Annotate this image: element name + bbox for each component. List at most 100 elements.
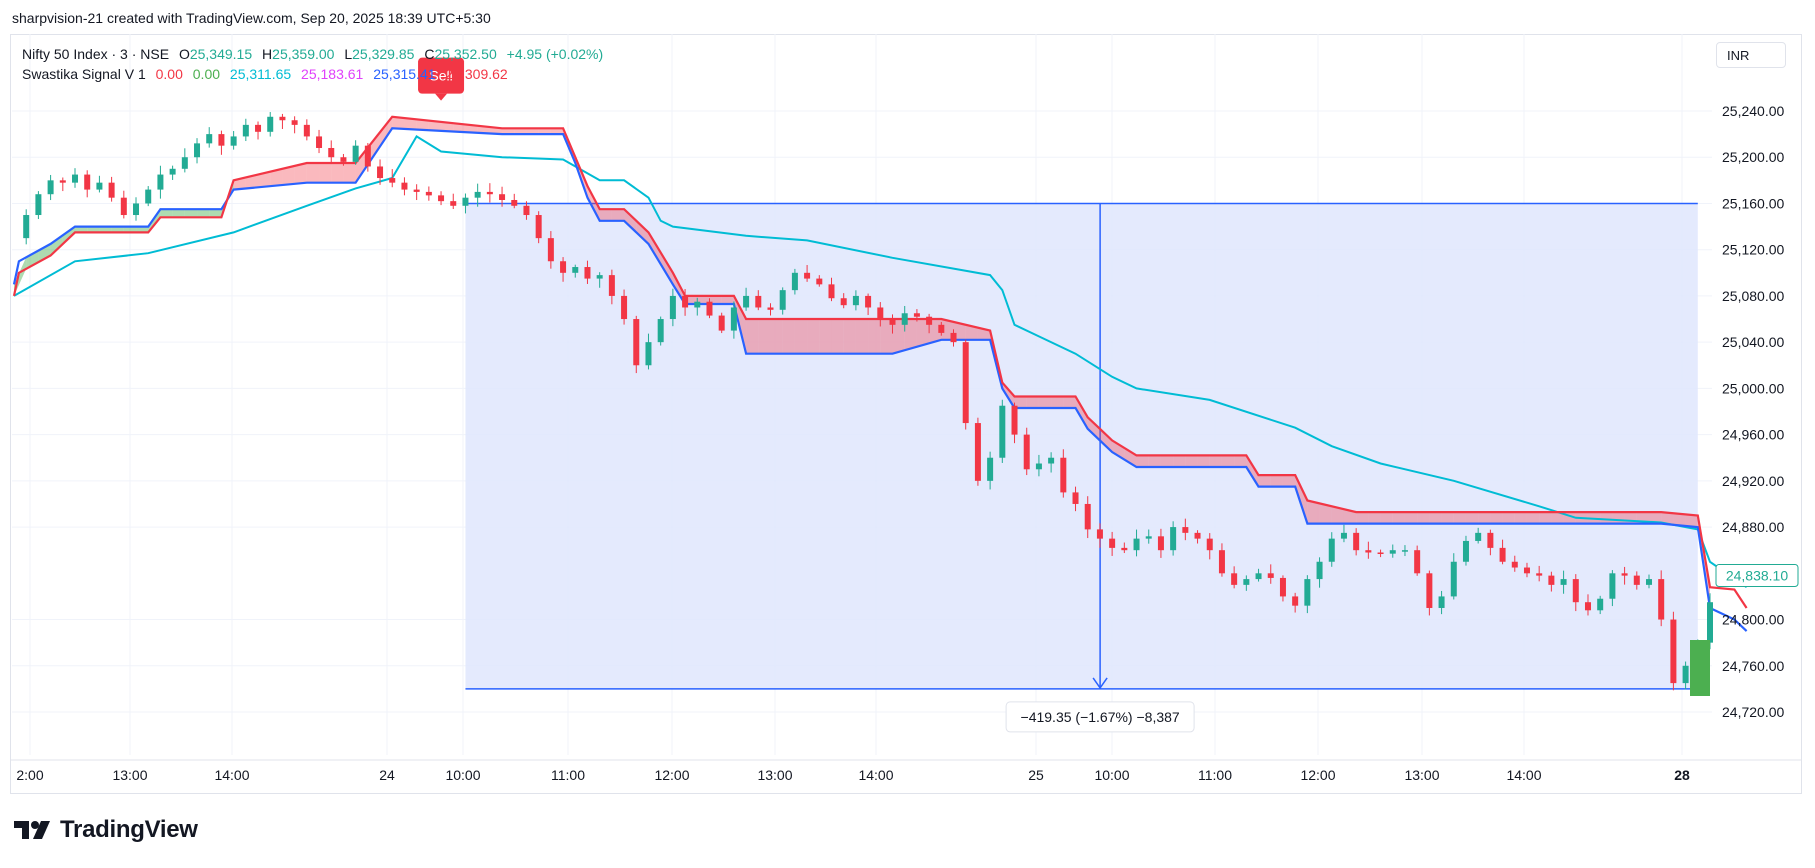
indicator-band-segment — [1551, 512, 1564, 524]
measurement-label-box: −419.35 (−1.67%) −8,387 — [1005, 701, 1195, 733]
measurement-zone — [465, 203, 1698, 689]
candle-body — [669, 295, 676, 320]
indicator-band-segment — [1612, 512, 1625, 524]
indicator-band-segment — [26, 250, 39, 269]
indicator-band-segment — [1417, 512, 1430, 524]
y-axis-tick-label: 24,800.00 — [1722, 612, 1784, 628]
candle-body — [1499, 547, 1506, 562]
buy-signal-marker — [1690, 640, 1710, 696]
candle-body — [413, 189, 420, 192]
indicator-band-segment — [136, 226, 149, 233]
candle-body — [1707, 602, 1713, 643]
chart-credit: sharpvision-21 created with TradingView.… — [12, 10, 491, 26]
indicator-value: 25,183.61 — [301, 66, 364, 82]
indicator-band-segment — [1270, 475, 1283, 487]
indicator-band-segment — [526, 128, 539, 135]
y-axis-tick-label: 25,000.00 — [1722, 380, 1784, 396]
indicator-line-red — [12, 115, 1748, 609]
indicator-band-segment — [880, 319, 893, 354]
candle-body — [608, 275, 615, 296]
indicator-band-segment — [1514, 512, 1527, 524]
indicator-band-segment — [1453, 512, 1466, 524]
candle-body — [1316, 561, 1323, 580]
indicator-band-segment — [1124, 447, 1137, 467]
indicator-band-segment — [1234, 455, 1247, 467]
candle-body — [328, 147, 335, 158]
candle-body — [169, 168, 176, 175]
indicator-band-segment — [1392, 512, 1405, 524]
candle-body — [1206, 538, 1213, 551]
candle-body — [926, 316, 933, 325]
y-axis-tick-label: 25,160.00 — [1722, 195, 1784, 211]
candle-body — [1377, 552, 1384, 555]
indicator-band-segment — [306, 163, 320, 183]
candle-body — [718, 315, 725, 331]
indicator-band-segment — [965, 324, 978, 340]
y-axis-tick-label: 24,760.00 — [1722, 658, 1784, 674]
indicator-band-segment — [904, 319, 917, 351]
symbol-legend[interactable]: Nifty 50 Index · 3 · NSE O25,349.15 H25,… — [22, 46, 609, 62]
candle-body — [901, 313, 908, 325]
currency-button[interactable]: INR — [1716, 42, 1786, 68]
candle-body — [1035, 463, 1042, 470]
candle-body — [1401, 550, 1408, 552]
candle-body — [572, 267, 579, 273]
indicator-band-segment — [1051, 396, 1064, 409]
indicator-band-segment — [941, 319, 954, 340]
indicator-band-segment — [1246, 455, 1259, 487]
indicator-band-segment — [1441, 512, 1454, 524]
x-axis-tick-label: 13:00 — [757, 767, 792, 783]
indicator-name[interactable]: Swastika Signal V 1 — [22, 66, 146, 82]
candle-body — [730, 307, 737, 331]
sell-signal-bg — [418, 57, 465, 94]
indicator-band-segment — [245, 174, 259, 189]
indicator-band-segment — [294, 163, 307, 184]
candle-body — [1340, 532, 1347, 539]
candle-body — [181, 157, 188, 169]
indicator-legend[interactable]: Swastika Signal V 1 0.00 0.00 25,311.65 … — [22, 66, 514, 82]
candle-body — [816, 278, 823, 285]
indicator-line-blue — [12, 127, 1748, 632]
indicator-band-segment — [343, 163, 356, 183]
candle-body — [877, 307, 884, 320]
indicator-band-segment — [1038, 396, 1052, 409]
ohlc-high: H25,359.00 — [262, 46, 335, 62]
indicator-band — [14, 116, 1710, 608]
indicator-band-segment — [367, 132, 381, 165]
candle-body — [1560, 579, 1567, 585]
candle-body — [1548, 575, 1555, 585]
candle-body — [279, 116, 286, 121]
indicator-band-segment — [1307, 500, 1320, 524]
x-axis-tick-label: 12:00 — [1300, 767, 1335, 783]
candle-body — [1060, 457, 1067, 493]
indicator-band-segment — [1648, 512, 1662, 524]
indicator-band-segment — [172, 209, 185, 218]
indicator-band-segment — [916, 319, 930, 347]
symbol-name[interactable]: Nifty 50 Index · 3 · NSE — [22, 46, 170, 62]
indicator-band-segment — [1197, 455, 1210, 467]
candle-body — [621, 295, 628, 320]
measurement-label-bg — [1005, 701, 1195, 733]
y-axis-tick-label: 25,040.00 — [1722, 334, 1784, 350]
indicator-band-segment — [1136, 455, 1149, 467]
indicator-band-segment — [1160, 455, 1174, 467]
indicator-band-segment — [587, 186, 600, 221]
candle-body — [791, 272, 798, 291]
indicator-band-segment — [953, 321, 966, 340]
candle-body — [987, 457, 994, 481]
indicator-band-segment — [1490, 512, 1503, 524]
indicator-band-segment — [538, 128, 551, 135]
indicator-band-segment — [331, 163, 344, 183]
indicator-band-segment — [1063, 396, 1076, 409]
indicator-band-segment — [1356, 512, 1369, 524]
y-axis-tick-label: 25,080.00 — [1722, 288, 1784, 304]
candle-body — [1133, 538, 1140, 551]
candle-body — [1670, 619, 1677, 684]
x-axis-tick-label: 24 — [379, 767, 395, 783]
candle-body — [194, 143, 201, 158]
candle-body — [438, 195, 445, 202]
x-axis-tick-label: 13:00 — [1404, 767, 1439, 783]
tradingview-logo-icon — [14, 821, 50, 839]
y-axis-tick-label: 24,920.00 — [1722, 473, 1784, 489]
